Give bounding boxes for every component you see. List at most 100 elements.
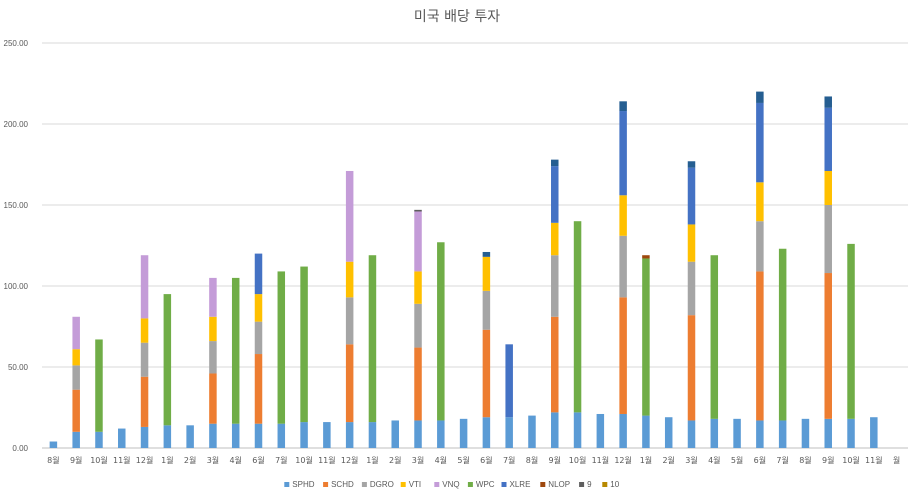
x-tick-label: 10월 [295, 455, 313, 465]
bar-segment-sphd [733, 418, 741, 448]
bar-segment-sphd [642, 415, 650, 448]
bar-segment-sphd [664, 417, 673, 448]
bar-segment-schd [687, 315, 696, 421]
bar-segment-sphd [209, 423, 217, 448]
bar-segment-xlre [756, 102, 764, 183]
x-tick-label: 6월 [252, 455, 264, 465]
y-tick-label: 0.00 [12, 444, 28, 453]
legend-label: VNQ [442, 480, 459, 489]
bar-segment-cap [756, 91, 764, 103]
bar-segment-sphd [118, 428, 126, 448]
bar-segment-schd [254, 354, 263, 424]
x-tick-label: 5월 [457, 455, 469, 465]
y-axis-ticks: 0.00 50.00 100.00 150.00 200.00 250.00 [4, 39, 29, 453]
bar-segment-sphd [140, 426, 149, 448]
bar-segment-sphd [231, 423, 240, 448]
bar-segment-cap [824, 96, 832, 108]
bar-segment-sphd [482, 417, 491, 448]
bar-segment-schd [482, 329, 491, 418]
legend-label: 10 [610, 480, 619, 489]
bar-segment-dgro [140, 342, 149, 377]
bar-segment-dgro [414, 303, 422, 348]
bar-segment-cap [482, 251, 491, 257]
x-tick-label: 4월 [229, 455, 241, 465]
bar-segment-sphd [710, 418, 719, 448]
bar-segment-sphd [345, 422, 354, 448]
y-tick-label: 200.00 [4, 120, 29, 129]
bar-segment-sphd [824, 418, 832, 448]
legend-label: SCHD [331, 480, 354, 489]
bar-segment-schd [824, 273, 832, 419]
bar-segment-sphd [596, 413, 605, 448]
x-tick-label: 1월 [366, 455, 378, 465]
bar-segment-vti [72, 349, 80, 366]
bar-segment-sphd [300, 422, 308, 448]
bar-segment-sphd [414, 420, 422, 448]
bar-segment-vti [140, 318, 149, 343]
x-tick-label: 7월 [275, 455, 287, 465]
legend-swatch-xlre [501, 482, 507, 487]
bar-segment-wpc [778, 248, 787, 421]
x-tick-label: 1월 [640, 455, 652, 465]
bar-segment-vnq [345, 170, 354, 262]
legend-label: XLRE [510, 480, 531, 489]
bar-segment-sphd [459, 418, 468, 448]
bar-segment-vti [345, 261, 354, 298]
x-tick-label: 8월 [799, 455, 811, 465]
legend-swatch-9 [579, 482, 585, 487]
bar-segment-schd [551, 316, 559, 413]
bar-segment-sphd [505, 417, 513, 448]
y-tick-label: 150.00 [4, 201, 29, 210]
bar-segment-wpc [710, 255, 719, 419]
bar-segment-vti [687, 224, 696, 262]
bar-segment-sphd [801, 418, 810, 448]
bar-segment-sphd [847, 418, 855, 448]
y-tick-label: 50.00 [8, 363, 29, 372]
legend-label: 9 [587, 480, 592, 489]
legend-swatch-sphd [284, 482, 290, 487]
bar-segment-vti [756, 182, 764, 222]
x-tick-label: 10월 [842, 455, 860, 465]
x-tick-label: 11월 [318, 455, 336, 465]
x-tick-label: 8월 [47, 455, 59, 465]
bar-segment-vti [824, 170, 832, 205]
x-tick-label: 3월 [207, 455, 219, 465]
bar-segment-sphd [49, 441, 58, 448]
x-tick-label: 10월 [90, 455, 108, 465]
bar-segment-schd [72, 389, 80, 432]
bar-segment-cap [551, 159, 559, 167]
x-tick-label: 9월 [70, 455, 82, 465]
bar-segment-dgro [345, 297, 354, 345]
bar-segment-xlre [824, 107, 832, 171]
bar-segment-sphd [551, 412, 559, 448]
x-tick-label: 2월 [184, 455, 196, 465]
bar-segment-wpc [437, 242, 445, 421]
legend: SPHD SCHD DGRO VTI VNQ WPC XLRE NLOP 9 10 [284, 480, 620, 489]
legend-label: WPC [476, 480, 495, 489]
x-tick-label: 12월 [341, 455, 359, 465]
bar-segment-wpc [300, 266, 308, 423]
bar-segment-sphd [95, 431, 103, 448]
legend-swatch-wpc [467, 482, 473, 487]
x-tick-label: 2월 [389, 455, 401, 465]
x-tick-label: 10월 [569, 455, 587, 465]
bar-segment-sphd [573, 412, 582, 448]
bar-segment-dgro [824, 205, 832, 274]
legend-label: VTI [409, 480, 421, 489]
chart-title: 미국 배당 투자 [414, 9, 500, 25]
x-tick-label: 3월 [685, 455, 697, 465]
bar-segment-xlre [254, 253, 263, 295]
legend-swatch-10 [602, 482, 608, 487]
bar-segment-dgro [756, 221, 764, 272]
bar-segment-wpc [163, 294, 172, 426]
bar-segment-vti [254, 294, 263, 322]
bar-segment-schd [140, 376, 149, 427]
bar-segment-vnq [72, 316, 80, 350]
legend-swatch-nlop [540, 482, 546, 487]
x-tick-label: 7월 [776, 455, 788, 465]
y-tick-label: 250.00 [4, 39, 29, 48]
bar-segment-dgro [687, 261, 696, 316]
x-tick-label: 7월 [503, 455, 515, 465]
y-tick-label: 100.00 [4, 282, 29, 291]
